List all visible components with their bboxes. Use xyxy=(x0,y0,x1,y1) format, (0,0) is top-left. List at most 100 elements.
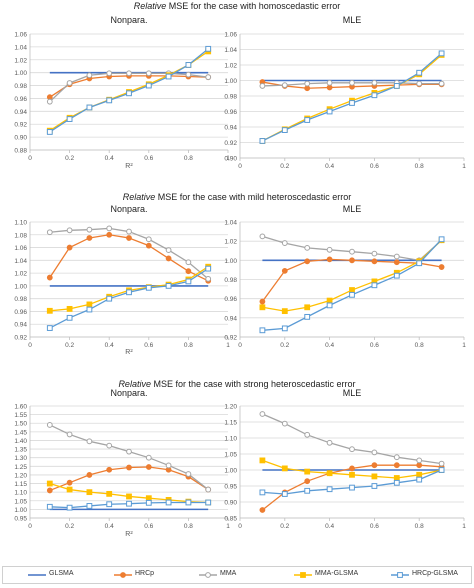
data-point xyxy=(145,464,152,470)
data-point xyxy=(326,302,333,309)
x-tick-label: 0.2 xyxy=(280,163,289,170)
series-hrcp-glsma xyxy=(259,50,445,144)
data-point xyxy=(326,256,333,263)
y-tick-label: 0.88 xyxy=(14,148,27,155)
data-point xyxy=(281,82,288,89)
legend-label: HRCp xyxy=(135,570,155,577)
chart-legend: GLSMA HRCp MMA MMA-GLSMA HRCp-GLSMA xyxy=(2,566,472,584)
y-tick-label: 0.98 xyxy=(224,94,237,101)
data-point xyxy=(304,258,311,265)
y-tick-label: 0.94 xyxy=(224,315,237,322)
legend-label: MMA-GLSMA xyxy=(315,570,359,577)
data-point xyxy=(326,439,333,446)
y-tick-label: 0.90 xyxy=(224,156,237,163)
data-point xyxy=(66,116,73,122)
data-point xyxy=(126,493,132,500)
data-point xyxy=(371,79,378,86)
data-point xyxy=(371,449,378,456)
y-tick-label: 0.92 xyxy=(224,140,237,147)
series-mma xyxy=(46,70,212,105)
x-tick-label: 0.6 xyxy=(144,523,153,530)
data-point xyxy=(416,80,423,87)
data-point xyxy=(371,473,378,480)
series-line xyxy=(262,52,443,142)
y-tick-label: 1.06 xyxy=(14,32,27,39)
data-point xyxy=(304,431,311,438)
y-tick-label: 1.60 xyxy=(14,404,27,411)
series-mma xyxy=(46,422,212,493)
x-tick-label: 0 xyxy=(28,155,32,162)
data-point xyxy=(46,487,53,494)
data-point xyxy=(66,305,73,312)
data-point xyxy=(281,420,288,427)
data-point xyxy=(304,80,311,87)
legend-swatch-marker xyxy=(300,572,306,578)
data-point xyxy=(259,411,266,417)
data-point xyxy=(371,258,378,265)
panel-title: Nonpara. xyxy=(110,15,147,25)
chart-panel-4: MLE 0.92 0.94 0.96 0.98 1.00 1.02 1.04 0 0.2 0.4 0.… xyxy=(224,204,466,349)
data-point xyxy=(126,70,132,77)
x-tick-label: 0.4 xyxy=(325,163,334,170)
data-point xyxy=(371,92,378,99)
chart-panel-3: Nonpara. 0.92 0.94 0.96 0.98 1.00 1.02 1.04 1.06… xyxy=(14,204,230,356)
data-point xyxy=(185,268,192,275)
y-tick-label: 0.94 xyxy=(14,322,27,329)
y-tick-label: 0.98 xyxy=(14,83,27,90)
x-axis-label: R² xyxy=(125,349,133,356)
data-point xyxy=(259,83,266,89)
data-point xyxy=(326,297,333,304)
x-tick-label: 0.8 xyxy=(415,163,424,170)
data-point xyxy=(326,486,333,493)
data-point xyxy=(46,98,53,105)
data-point xyxy=(416,471,423,478)
data-point xyxy=(106,231,113,238)
data-point xyxy=(86,306,93,313)
data-point xyxy=(438,80,445,87)
y-tick-label: 1.02 xyxy=(224,239,237,246)
legend-label: HRCp-GLSMA xyxy=(412,570,458,577)
x-tick-label: 0 xyxy=(28,523,32,530)
data-point xyxy=(438,50,445,57)
legend-swatch xyxy=(28,574,46,576)
data-point xyxy=(281,465,288,472)
panel-title: MLE xyxy=(343,388,362,398)
data-point xyxy=(281,491,288,497)
data-point xyxy=(416,260,423,267)
data-point xyxy=(46,480,53,487)
panel-title: MLE xyxy=(343,204,362,214)
y-tick-label: 0.96 xyxy=(14,96,27,103)
data-point xyxy=(46,229,53,236)
y-tick-label: 1.55 xyxy=(14,412,27,419)
data-point xyxy=(126,289,132,296)
data-point xyxy=(185,71,192,78)
y-tick-label: 0.96 xyxy=(224,109,237,116)
data-point xyxy=(393,83,400,89)
data-point xyxy=(185,499,192,506)
y-tick-label: 1.10 xyxy=(14,220,27,227)
y-tick-label: 1.30 xyxy=(14,455,27,462)
data-point xyxy=(349,291,355,298)
data-point xyxy=(126,90,132,97)
y-tick-label: 0.96 xyxy=(224,296,237,303)
data-point xyxy=(86,472,93,478)
data-point xyxy=(304,244,311,251)
data-point xyxy=(304,117,311,123)
data-point xyxy=(145,82,152,89)
data-point xyxy=(86,489,93,496)
y-tick-label: 1.50 xyxy=(14,421,27,428)
data-point xyxy=(205,265,212,272)
data-point xyxy=(66,80,73,86)
y-tick-label: 1.00 xyxy=(224,78,237,85)
data-point xyxy=(46,129,53,135)
x-tick-label: 0.8 xyxy=(415,523,424,530)
data-point xyxy=(304,304,311,311)
data-point xyxy=(349,100,355,106)
data-point xyxy=(86,438,93,445)
data-point xyxy=(106,70,113,77)
y-tick-label: 1.25 xyxy=(14,464,27,471)
x-tick-label: 0.2 xyxy=(65,523,74,530)
x-tick-label: 0.2 xyxy=(65,342,74,349)
x-tick-label: 0.6 xyxy=(370,163,379,170)
x-tick-label: 1 xyxy=(462,523,466,530)
